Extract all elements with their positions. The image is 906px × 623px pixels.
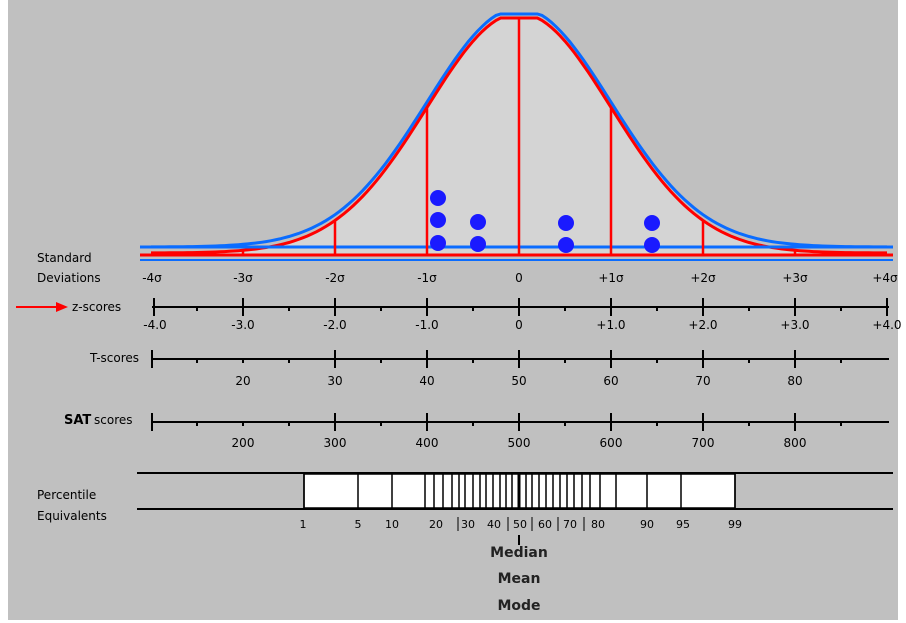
t-scores-axis bbox=[151, 350, 889, 368]
percentile-label: 80 bbox=[591, 518, 605, 531]
t-score-label: 70 bbox=[695, 374, 710, 388]
t-score-label: 80 bbox=[787, 374, 802, 388]
sat-score-label: 800 bbox=[784, 436, 807, 450]
sat-score-label: 500 bbox=[508, 436, 531, 450]
equivalents-label: Equivalents bbox=[37, 509, 107, 523]
sigma-labels: -4σ -3σ -2σ -1σ 0 +1σ +2σ +3σ +4σ bbox=[142, 271, 898, 285]
sat-score-label: 700 bbox=[692, 436, 715, 450]
percentile-labels: 1 5 10 20 30 40 50 60 70 80 90 95 99 bbox=[300, 517, 742, 531]
percentile-label: 50 bbox=[513, 518, 527, 531]
dot bbox=[644, 215, 660, 231]
z-score-label: -3.0 bbox=[231, 318, 254, 332]
percentile-label: 90 bbox=[640, 518, 654, 531]
sigma-label: +3σ bbox=[782, 271, 808, 285]
percentile-label: 60 bbox=[538, 518, 552, 531]
t-score-label: 20 bbox=[235, 374, 250, 388]
t-score-label: 50 bbox=[511, 374, 526, 388]
t-score-label: 30 bbox=[327, 374, 342, 388]
mean-label: Mean bbox=[498, 571, 541, 587]
sigma-label: -4σ bbox=[142, 271, 162, 285]
sd-lines bbox=[241, 19, 797, 255]
z-score-label: -2.0 bbox=[323, 318, 346, 332]
sigma-label: 0 bbox=[515, 271, 523, 285]
percentile-label: 99 bbox=[728, 518, 742, 531]
t-score-label: 40 bbox=[419, 374, 434, 388]
median-label: Median bbox=[490, 545, 548, 561]
sat-scores-labels: 200 300 400 500 600 700 800 bbox=[232, 436, 807, 450]
sigma-label: -1σ bbox=[417, 271, 437, 285]
z-score-label: +1.0 bbox=[596, 318, 625, 332]
z-score-label: 0 bbox=[515, 318, 523, 332]
dot bbox=[430, 235, 446, 251]
sigma-label: -2σ bbox=[325, 271, 345, 285]
dot bbox=[430, 190, 446, 206]
sat-scores-label: scores bbox=[94, 413, 133, 427]
standard-label: Standard bbox=[37, 251, 92, 265]
percentile-label: 70 bbox=[563, 518, 577, 531]
mode-label: Mode bbox=[497, 598, 540, 614]
bell-curve bbox=[140, 12, 893, 261]
dot bbox=[558, 237, 574, 253]
z-score-label: -4.0 bbox=[143, 318, 166, 332]
z-scores-label: z-scores bbox=[72, 300, 121, 314]
z-scores-labels: -4.0 -3.0 -2.0 -1.0 0 +1.0 +2.0 +3.0 +4.0 bbox=[143, 318, 901, 332]
sat-score-label: 200 bbox=[232, 436, 255, 450]
sat-score-label: 400 bbox=[416, 436, 439, 450]
percentile-label: 30 bbox=[461, 518, 475, 531]
z-score-label: +4.0 bbox=[872, 318, 901, 332]
t-scores-labels: 20 30 40 50 60 70 80 bbox=[235, 374, 802, 388]
z-score-label: -1.0 bbox=[415, 318, 438, 332]
z-score-label: +2.0 bbox=[688, 318, 717, 332]
sat-label: SAT bbox=[64, 413, 91, 428]
dot bbox=[470, 214, 486, 230]
percentile-label: 5 bbox=[355, 518, 362, 531]
t-score-label: 60 bbox=[603, 374, 618, 388]
sigma-label: -3σ bbox=[233, 271, 253, 285]
curve-outer-blue bbox=[151, 12, 887, 249]
z-score-label: +3.0 bbox=[780, 318, 809, 332]
dot bbox=[558, 215, 574, 231]
sample-dots bbox=[430, 190, 660, 253]
percentile-dividers bbox=[303, 474, 736, 508]
percentile-label: 40 bbox=[487, 518, 501, 531]
sigma-label: +2σ bbox=[690, 271, 716, 285]
dot bbox=[430, 212, 446, 228]
sat-scores-axis bbox=[151, 413, 889, 431]
percentile-label: 10 bbox=[385, 518, 399, 531]
sat-score-label: 600 bbox=[600, 436, 623, 450]
sigma-label: +4σ bbox=[872, 271, 898, 285]
sigma-label: +1σ bbox=[598, 271, 624, 285]
sat-score-label: 300 bbox=[324, 436, 347, 450]
t-scores-label: T-scores bbox=[89, 351, 139, 365]
z-scores-axis bbox=[152, 298, 889, 316]
dot bbox=[470, 236, 486, 252]
percentile-label: 1 bbox=[300, 518, 307, 531]
percentile-label: 95 bbox=[676, 518, 690, 531]
z-scores-arrow bbox=[16, 302, 68, 312]
deviations-label: Deviations bbox=[37, 271, 101, 285]
percentile-label: Percentile bbox=[37, 488, 96, 502]
dot bbox=[644, 237, 660, 253]
percentile-label: 20 bbox=[429, 518, 443, 531]
